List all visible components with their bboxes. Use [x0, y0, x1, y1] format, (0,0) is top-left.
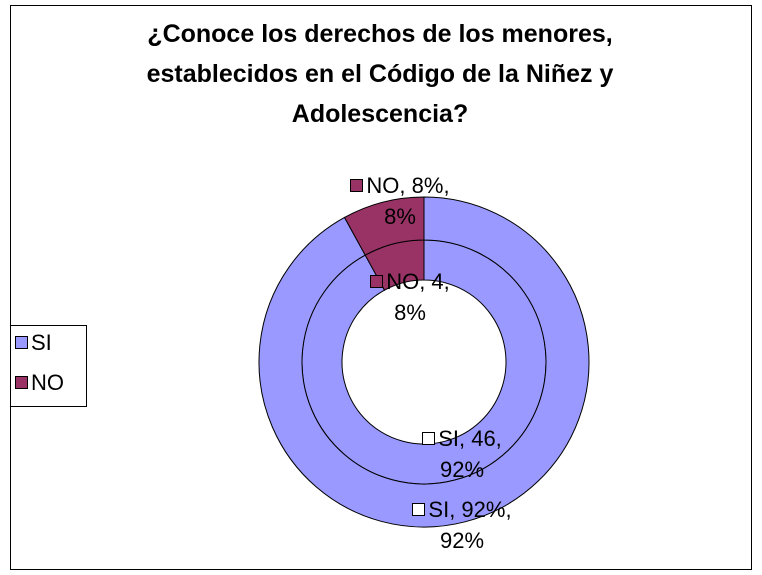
data-label-text: SI, 92%, 92%: [428, 497, 512, 553]
label-key: [422, 432, 436, 445]
chart-title: ¿Conoce los derechos de los menores, est…: [146, 20, 614, 128]
legend-label: NO: [31, 370, 64, 395]
legend-label: SI: [31, 330, 52, 355]
data-label: SI, 92%, 92%: [397, 494, 527, 556]
data-label: NO, 8%, 8%: [345, 170, 455, 232]
legend-swatch: [15, 376, 28, 389]
label-key: [412, 503, 426, 516]
legend-item: SI: [15, 330, 52, 356]
data-label: SI, 46, 92%: [400, 423, 525, 485]
doughnut-segment: [258, 196, 590, 528]
label-key: [370, 275, 384, 288]
data-label: NO, 4, 8%: [355, 266, 465, 328]
data-label-text: NO, 8%, 8%: [366, 173, 450, 229]
label-key: [350, 179, 364, 192]
legend: SI NO: [10, 325, 87, 407]
legend-swatch: [15, 336, 28, 349]
legend-item: NO: [15, 370, 64, 396]
data-label-text: NO, 4, 8%: [386, 269, 450, 325]
data-label-text: SI, 46, 92%: [438, 426, 502, 482]
doughnut-segment: [343, 196, 425, 256]
